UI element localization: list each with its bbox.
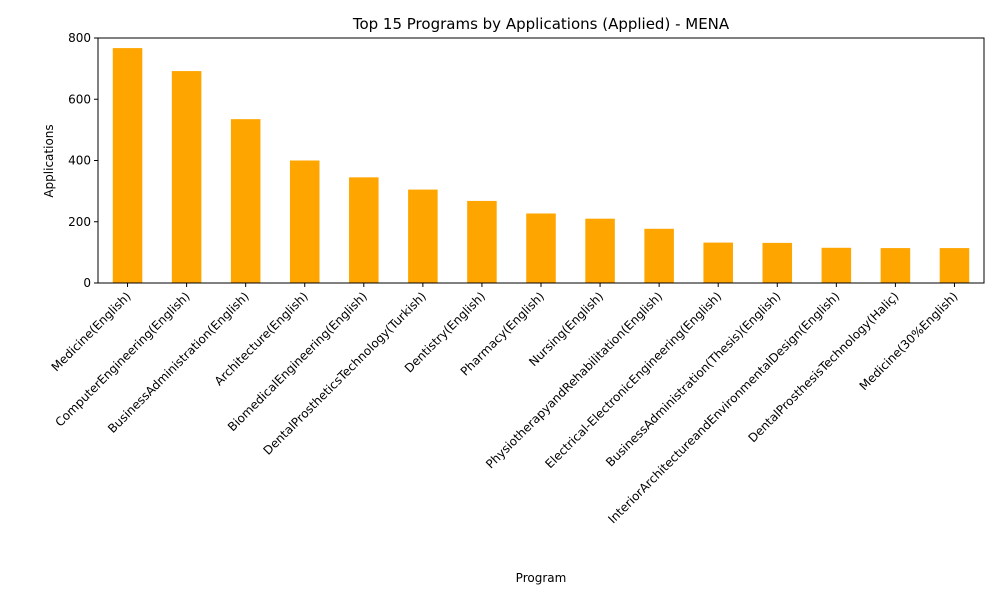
- bar-10: [703, 242, 733, 283]
- x-tick-label-14: Medicine(30%English): [857, 289, 961, 393]
- y-tick-label-1: 200: [68, 215, 91, 229]
- bars-group: [112, 48, 970, 284]
- bar-3: [289, 160, 320, 283]
- y-axis-label: Applications: [42, 124, 56, 197]
- x-tick-label-12: InteriorArchitectureandEnvironmentalDesi…: [605, 289, 842, 526]
- bar-2: [230, 119, 261, 283]
- bar-4: [349, 177, 379, 283]
- bar-13: [880, 248, 911, 283]
- x-axis: Medicine(English)ComputerEngineering(Eng…: [49, 283, 961, 526]
- bar-1: [171, 71, 202, 283]
- bar-8: [585, 218, 615, 283]
- y-tick-label-2: 400: [68, 154, 91, 168]
- bar-9: [644, 228, 674, 283]
- chart-title: Top 15 Programs by Applications (Applied…: [352, 15, 730, 33]
- y-tick-label-4: 800: [68, 31, 91, 45]
- bar-6: [467, 200, 497, 283]
- bar-14: [939, 248, 970, 283]
- y-tick-label-0: 0: [83, 276, 91, 290]
- bar-5: [408, 189, 438, 283]
- y-tick-label-3: 600: [68, 92, 91, 106]
- bar-7: [526, 213, 556, 283]
- bar-0: [112, 48, 143, 284]
- y-axis: 0 200 400 600 800: [68, 31, 98, 290]
- bar-12: [821, 247, 852, 283]
- bar-11: [762, 242, 793, 283]
- plot-frame: [97, 37, 985, 284]
- x-axis-label: Program: [516, 571, 567, 585]
